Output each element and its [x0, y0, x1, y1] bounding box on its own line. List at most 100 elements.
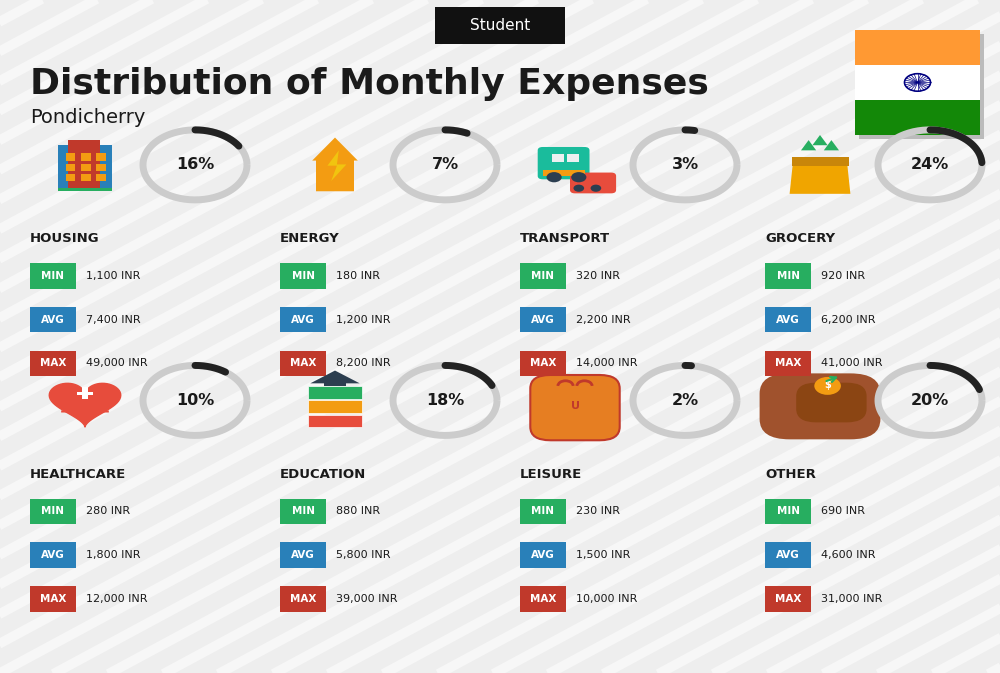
Polygon shape: [801, 140, 816, 150]
Text: 5,800 INR: 5,800 INR: [336, 551, 390, 560]
Circle shape: [546, 172, 562, 182]
Bar: [855, 100, 980, 135]
Bar: [280, 351, 326, 376]
Bar: [520, 586, 566, 612]
Bar: [280, 263, 326, 289]
Text: 2%: 2%: [671, 393, 699, 408]
Text: 180 INR: 180 INR: [336, 271, 380, 281]
Circle shape: [573, 184, 584, 192]
Text: 880 INR: 880 INR: [336, 507, 380, 516]
Text: U: U: [571, 401, 580, 411]
Bar: [520, 351, 566, 376]
Bar: [280, 499, 326, 524]
Bar: [765, 586, 811, 612]
Text: MIN: MIN: [292, 507, 315, 516]
Text: 12,000 INR: 12,000 INR: [86, 594, 148, 604]
Bar: [66, 174, 75, 181]
Polygon shape: [49, 384, 121, 427]
Polygon shape: [312, 137, 358, 191]
Bar: [308, 386, 362, 398]
Text: 7,400 INR: 7,400 INR: [86, 315, 141, 324]
Text: 1,200 INR: 1,200 INR: [336, 315, 390, 324]
Text: MIN: MIN: [42, 507, 64, 516]
FancyBboxPatch shape: [530, 375, 620, 440]
Text: ENERGY: ENERGY: [280, 232, 340, 246]
Circle shape: [814, 377, 841, 395]
Text: MAX: MAX: [530, 359, 556, 368]
Text: MAX: MAX: [290, 594, 316, 604]
Bar: [280, 586, 326, 612]
Bar: [66, 153, 75, 161]
Text: EDUCATION: EDUCATION: [280, 468, 366, 481]
FancyBboxPatch shape: [796, 383, 867, 423]
Text: TRANSPORT: TRANSPORT: [520, 232, 610, 246]
Text: 18%: 18%: [426, 393, 464, 408]
Text: 920 INR: 920 INR: [821, 271, 865, 281]
Text: Student: Student: [470, 17, 530, 33]
Bar: [30, 586, 76, 612]
Text: MAX: MAX: [40, 359, 66, 368]
Bar: [82, 387, 88, 398]
Bar: [552, 154, 564, 162]
Text: MAX: MAX: [775, 359, 801, 368]
Bar: [792, 157, 848, 166]
Text: AVG: AVG: [291, 315, 315, 324]
Text: 24%: 24%: [911, 157, 949, 172]
Text: AVG: AVG: [291, 551, 315, 560]
Bar: [66, 164, 75, 171]
Text: 2,200 INR: 2,200 INR: [576, 315, 631, 324]
Bar: [435, 7, 565, 44]
Bar: [855, 65, 980, 100]
FancyBboxPatch shape: [859, 34, 984, 139]
Circle shape: [571, 172, 586, 182]
Polygon shape: [790, 158, 850, 194]
Bar: [520, 499, 566, 524]
Text: MIN: MIN: [532, 507, 554, 516]
Text: HEALTHCARE: HEALTHCARE: [30, 468, 126, 481]
Text: 4,600 INR: 4,600 INR: [821, 551, 876, 560]
Text: Pondicherry: Pondicherry: [30, 108, 145, 127]
Polygon shape: [327, 150, 346, 181]
Text: AVG: AVG: [776, 315, 800, 324]
Bar: [765, 307, 811, 332]
Text: 16%: 16%: [176, 157, 214, 172]
Bar: [520, 307, 566, 332]
Bar: [96, 153, 106, 161]
Text: MAX: MAX: [290, 359, 316, 368]
Text: 280 INR: 280 INR: [86, 507, 130, 516]
Bar: [81, 153, 91, 161]
Text: 1,800 INR: 1,800 INR: [86, 551, 140, 560]
Bar: [96, 174, 106, 181]
Text: 39,000 INR: 39,000 INR: [336, 594, 398, 604]
FancyBboxPatch shape: [538, 147, 590, 179]
Bar: [30, 542, 76, 568]
Polygon shape: [824, 140, 839, 150]
Bar: [81, 164, 91, 171]
Bar: [855, 30, 980, 65]
Text: 1,100 INR: 1,100 INR: [86, 271, 140, 281]
Text: MIN: MIN: [292, 271, 315, 281]
Bar: [324, 380, 346, 386]
Text: LEISURE: LEISURE: [520, 468, 582, 481]
Bar: [520, 263, 566, 289]
Text: MIN: MIN: [776, 507, 800, 516]
Text: Distribution of Monthly Expenses: Distribution of Monthly Expenses: [30, 67, 709, 101]
Text: 3%: 3%: [671, 157, 699, 172]
Text: 49,000 INR: 49,000 INR: [86, 359, 148, 368]
Bar: [280, 542, 326, 568]
Bar: [30, 499, 76, 524]
Bar: [96, 164, 106, 171]
Text: 31,000 INR: 31,000 INR: [821, 594, 882, 604]
Text: AVG: AVG: [41, 315, 65, 324]
Text: HOUSING: HOUSING: [30, 232, 100, 246]
Bar: [567, 154, 579, 162]
Text: 20%: 20%: [911, 393, 949, 408]
Bar: [765, 542, 811, 568]
Text: 8,200 INR: 8,200 INR: [336, 359, 391, 368]
Text: 230 INR: 230 INR: [576, 507, 620, 516]
Text: 41,000 INR: 41,000 INR: [821, 359, 883, 368]
Text: 7%: 7%: [431, 157, 459, 172]
Text: MAX: MAX: [40, 594, 66, 604]
Bar: [280, 307, 326, 332]
Text: AVG: AVG: [41, 551, 65, 560]
